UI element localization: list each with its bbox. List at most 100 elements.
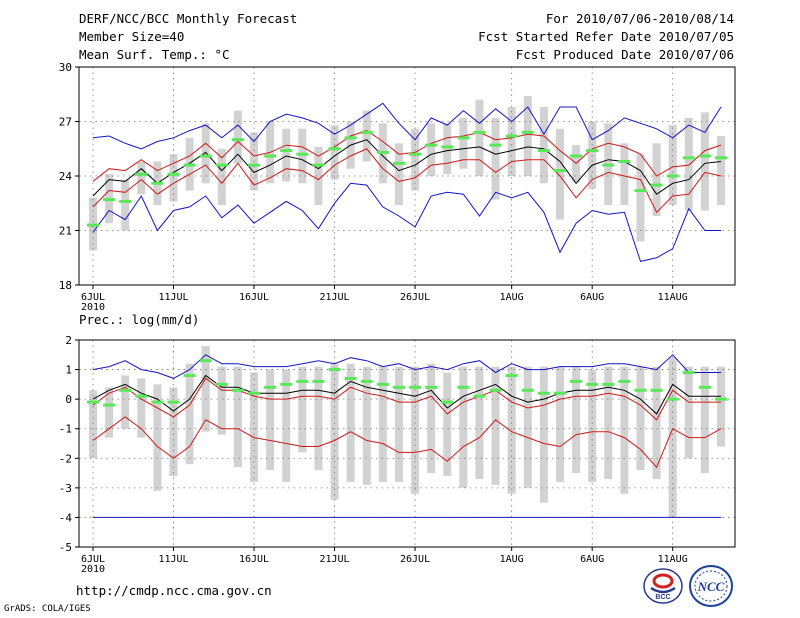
prec-spread-box: [250, 372, 259, 482]
temp-spread-box: [620, 143, 629, 206]
temp-xtick-label: 1AUG: [500, 292, 524, 303]
temp-spread-box: [459, 117, 468, 169]
temp-series-mean_minus_std: [92, 148, 722, 214]
prec-ytick-label: 1: [65, 364, 72, 377]
prec-spread-box: [668, 357, 677, 518]
temp-xtick-label: 16JUL: [239, 292, 269, 303]
temp-spread-box: [427, 123, 436, 176]
prec-ytick-label: -2: [59, 452, 72, 465]
temp-ytick-label: 21: [59, 225, 72, 238]
temp-spread-box: [362, 110, 371, 162]
prec-xtick-label: 6AUG: [580, 554, 604, 565]
variable-label: Mean Surf. Temp.: °C: [79, 47, 230, 62]
prec-series-std_upper: [92, 377, 721, 421]
prec-xtick-label: 6JUL: [81, 554, 105, 565]
prec-spread-box: [636, 366, 645, 471]
prec-spread-box: [233, 366, 242, 468]
prec-spread-box: [684, 366, 693, 459]
temp-spread-box: [523, 96, 532, 176]
temp-ytick-label: 27: [59, 116, 72, 129]
prec-spread-box: [572, 366, 581, 474]
footer-url[interactable]: http://cmdp.ncc.cma.gov.cn: [76, 583, 272, 598]
temp-spread-box: [555, 128, 564, 220]
prec-spread-box: [588, 369, 597, 482]
temp-spread-box: [233, 110, 242, 164]
bcc-logo-icon: BCC: [643, 568, 683, 604]
forecast-period-label: For 2010/07/06-2010/08/14: [545, 11, 734, 26]
prec-spread-box: [169, 387, 178, 477]
temp-spread-box: [717, 136, 725, 206]
temp-spread-box: [411, 128, 420, 191]
prec-series-max: [92, 354, 721, 379]
prec-frame: [78, 339, 736, 548]
prec-xtick-label: 21JUL: [319, 554, 349, 565]
temp-xtick-label: 26JUL: [400, 292, 430, 303]
prec-ytick-label: 2: [65, 334, 72, 347]
footer-credit: GrADS: COLA/IGES: [4, 604, 91, 614]
prec-spread-box: [555, 366, 564, 482]
prec-spread-box: [121, 375, 130, 429]
prec-xtick-label: 1AUG: [500, 554, 524, 565]
temp-spread-box: [539, 106, 548, 184]
prec-spread-box: [459, 366, 468, 488]
prec-ytick-label: -5: [59, 541, 72, 554]
temp-xtick-label: 11AUG: [658, 292, 688, 303]
prec-spread-box: [185, 363, 194, 465]
prec-spread-box: [105, 387, 114, 438]
prec-ytick-label: 0: [65, 393, 72, 406]
temp-xtick-label: 21JUL: [319, 292, 349, 303]
prec-spread-box: [346, 363, 355, 482]
prec-spread-box: [604, 366, 613, 479]
temp-spread-box: [652, 143, 661, 216]
prec-spread-box: [266, 369, 275, 471]
prec-spread-box: [539, 366, 548, 503]
prec-spread-box: [620, 366, 629, 494]
temp-series-mean_plus_std: [92, 130, 722, 182]
prec-spread-box: [394, 366, 403, 482]
prec-spread-box: [137, 378, 146, 438]
prec-spread-box: [652, 366, 661, 479]
temp-ytick-label: 24: [59, 170, 73, 183]
prec-spread-box: [217, 366, 226, 435]
forecast-produced-label: Fcst Produced Date 2010/07/06: [515, 47, 734, 62]
member-size-label: Member Size=40: [79, 29, 185, 44]
temp-spread-box: [282, 128, 291, 182]
prec-series-std_lower: [92, 416, 722, 469]
chart-title: DERF/NCC/BCC Monthly Forecast: [79, 11, 298, 26]
prec-spread-box: [89, 390, 97, 459]
temp-spread-box: [217, 148, 226, 206]
temp-chart: 18 21 24 27 30 6JUL 11JUL 16JUL 21JUL 26JUL 1AUG 6A…: [59, 61, 736, 313]
temp-spread-box: [330, 125, 339, 180]
temp-series-max: [92, 102, 722, 150]
temp-spread-box: [394, 143, 403, 206]
temp-spread-box: [137, 161, 146, 195]
prec-spread-box: [443, 372, 452, 477]
temp-spread-box: [491, 117, 500, 200]
prec-spread-box: [378, 366, 387, 482]
prec-spread-box: [314, 366, 323, 471]
prec-xtick-label: 16JUL: [239, 554, 269, 565]
prec-spread-box: [700, 366, 709, 474]
prec-year-label: 2010: [81, 564, 105, 575]
prec-spread-box: [491, 366, 500, 485]
prec-spread-box: [153, 384, 162, 491]
temp-spread-box: [121, 179, 130, 231]
temp-spread-box: [507, 106, 516, 176]
prec-spread-box: [298, 366, 307, 453]
temp-spread-box: [314, 146, 323, 206]
prec-ytick-label: -3: [59, 482, 72, 495]
temp-ytick-label: 18: [59, 279, 72, 292]
temp-spread-box: [636, 154, 645, 242]
forecast-start-label: Fcst Started Refer Date 2010/07/05: [478, 29, 734, 44]
prec-spread-box: [362, 366, 371, 485]
temp-xtick-label: 6JUL: [81, 292, 105, 303]
prec-ytick-label: -1: [59, 423, 72, 436]
temp-spread-box: [700, 112, 709, 211]
temp-spread-box: [475, 99, 484, 176]
prec-series-mean: [92, 374, 721, 415]
prec-spread-box: [475, 366, 484, 479]
prec-spread-box: [330, 363, 339, 500]
temp-year-label: 2010: [81, 302, 105, 313]
